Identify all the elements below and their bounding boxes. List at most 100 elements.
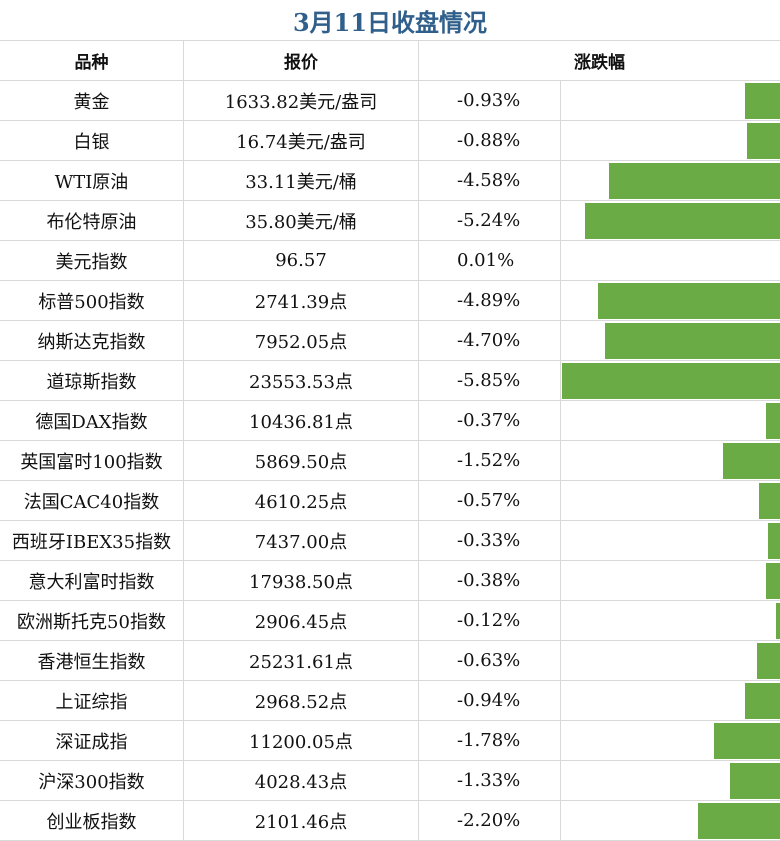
- table-row: 布伦特原油 35.80美元/桶 -5.24%: [0, 201, 780, 241]
- row-name: 西班牙IBEX35指数: [0, 521, 184, 560]
- row-change: -4.89%: [419, 281, 561, 320]
- row-price: 23553.53点: [184, 361, 419, 400]
- row-name: 纳斯达克指数: [0, 321, 184, 360]
- change-bar: [585, 203, 780, 239]
- table-row: 白银 16.74美元/盎司 -0.88%: [0, 121, 780, 161]
- row-change: -0.37%: [419, 401, 561, 440]
- row-price: 2741.39点: [184, 281, 419, 320]
- row-change: -0.57%: [419, 481, 561, 520]
- change-bar: [745, 683, 780, 719]
- row-price: 7437.00点: [184, 521, 419, 560]
- row-change: -0.88%: [419, 121, 561, 160]
- header-price: 报价: [184, 41, 419, 80]
- row-price: 17938.50点: [184, 561, 419, 600]
- change-bar: [598, 283, 780, 319]
- table-row: 香港恒生指数 25231.61点 -0.63%: [0, 641, 780, 681]
- row-name: 布伦特原油: [0, 201, 184, 240]
- row-price: 11200.05点: [184, 721, 419, 760]
- row-bar-cell: [561, 481, 780, 520]
- table-row: 深证成指 11200.05点 -1.78%: [0, 721, 780, 761]
- row-bar-cell: [561, 641, 780, 680]
- row-name: 美元指数: [0, 241, 184, 280]
- change-bar: [759, 483, 780, 519]
- header-change: 涨跌幅: [574, 53, 625, 73]
- row-bar-cell: [561, 761, 780, 800]
- row-bar-cell: [561, 121, 780, 160]
- change-bar: [766, 563, 780, 599]
- row-price: 2101.46点: [184, 801, 419, 840]
- row-bar-cell: [561, 441, 780, 480]
- row-price: 33.11美元/桶: [184, 161, 419, 200]
- table-row: 法国CAC40指数 4610.25点 -0.57%: [0, 481, 780, 521]
- table-row: 美元指数 96.57 0.01%: [0, 241, 780, 281]
- change-bar: [609, 163, 780, 199]
- row-bar-cell: [561, 241, 780, 280]
- table-row: 意大利富时指数 17938.50点 -0.38%: [0, 561, 780, 601]
- row-change: -4.58%: [419, 161, 561, 200]
- row-price: 16.74美元/盎司: [184, 121, 419, 160]
- row-name: 沪深300指数: [0, 761, 184, 800]
- row-name: 创业板指数: [0, 801, 184, 840]
- table-row: 创业板指数 2101.46点 -2.20%: [0, 801, 780, 841]
- row-bar-cell: [561, 601, 780, 640]
- change-bar: [766, 403, 780, 439]
- row-price: 7952.05点: [184, 321, 419, 360]
- row-name: 意大利富时指数: [0, 561, 184, 600]
- row-name: 黄金: [0, 81, 184, 120]
- change-bar: [698, 803, 780, 839]
- row-name: 标普500指数: [0, 281, 184, 320]
- change-bar: [605, 323, 780, 359]
- row-change: -5.85%: [419, 361, 561, 400]
- row-price: 5869.50点: [184, 441, 419, 480]
- row-price: 1633.82美元/盎司: [184, 81, 419, 120]
- row-price: 35.80美元/桶: [184, 201, 419, 240]
- row-change: -0.93%: [419, 81, 561, 120]
- row-name: WTI原油: [0, 161, 184, 200]
- row-change: -2.20%: [419, 801, 561, 840]
- table-row: 标普500指数 2741.39点 -4.89%: [0, 281, 780, 321]
- row-bar-cell: [561, 721, 780, 760]
- change-bar: [747, 123, 780, 159]
- change-bar: [730, 763, 780, 799]
- row-bar-cell: [561, 281, 780, 320]
- row-change: -5.24%: [419, 201, 561, 240]
- change-bar: [723, 443, 780, 479]
- row-price: 10436.81点: [184, 401, 419, 440]
- change-bar: [562, 363, 780, 399]
- table-row: 沪深300指数 4028.43点 -1.33%: [0, 761, 780, 801]
- row-price: 96.57: [184, 241, 419, 280]
- row-bar-cell: [561, 561, 780, 600]
- row-name: 深证成指: [0, 721, 184, 760]
- row-change: -1.78%: [419, 721, 561, 760]
- row-name: 德国DAX指数: [0, 401, 184, 440]
- table-row: WTI原油 33.11美元/桶 -4.58%: [0, 161, 780, 201]
- row-change: -1.52%: [419, 441, 561, 480]
- table-row: 黄金 1633.82美元/盎司 -0.93%: [0, 81, 780, 121]
- table-row: 英国富时100指数 5869.50点 -1.52%: [0, 441, 780, 481]
- row-price: 25231.61点: [184, 641, 419, 680]
- row-bar-cell: [561, 681, 780, 720]
- table-row: 德国DAX指数 10436.81点 -0.37%: [0, 401, 780, 441]
- table-row: 道琼斯指数 23553.53点 -5.85%: [0, 361, 780, 401]
- change-bar: [745, 83, 780, 119]
- row-name: 白银: [0, 121, 184, 160]
- data-table: 品种 报价 涨跌幅 黄金 1633.82美元/盎司 -0.93% 白银 16.74美元/…: [0, 40, 780, 841]
- row-change: -0.63%: [419, 641, 561, 680]
- header-name: 品种: [0, 41, 184, 80]
- row-bar-cell: [561, 321, 780, 360]
- row-bar-cell: [561, 81, 780, 120]
- row-name: 上证综指: [0, 681, 184, 720]
- row-change: -0.12%: [419, 601, 561, 640]
- row-price: 4610.25点: [184, 481, 419, 520]
- row-change: -0.33%: [419, 521, 561, 560]
- row-name: 香港恒生指数: [0, 641, 184, 680]
- row-change: -4.70%: [419, 321, 561, 360]
- table-header-row: 品种 报价 涨跌幅: [0, 41, 780, 81]
- row-name: 道琼斯指数: [0, 361, 184, 400]
- change-bar: [757, 643, 780, 679]
- row-name: 英国富时100指数: [0, 441, 184, 480]
- row-bar-cell: [561, 361, 780, 400]
- row-price: 4028.43点: [184, 761, 419, 800]
- chart-title: 3月11日收盘情况: [292, 7, 488, 37]
- table-row: 纳斯达克指数 7952.05点 -4.70%: [0, 321, 780, 361]
